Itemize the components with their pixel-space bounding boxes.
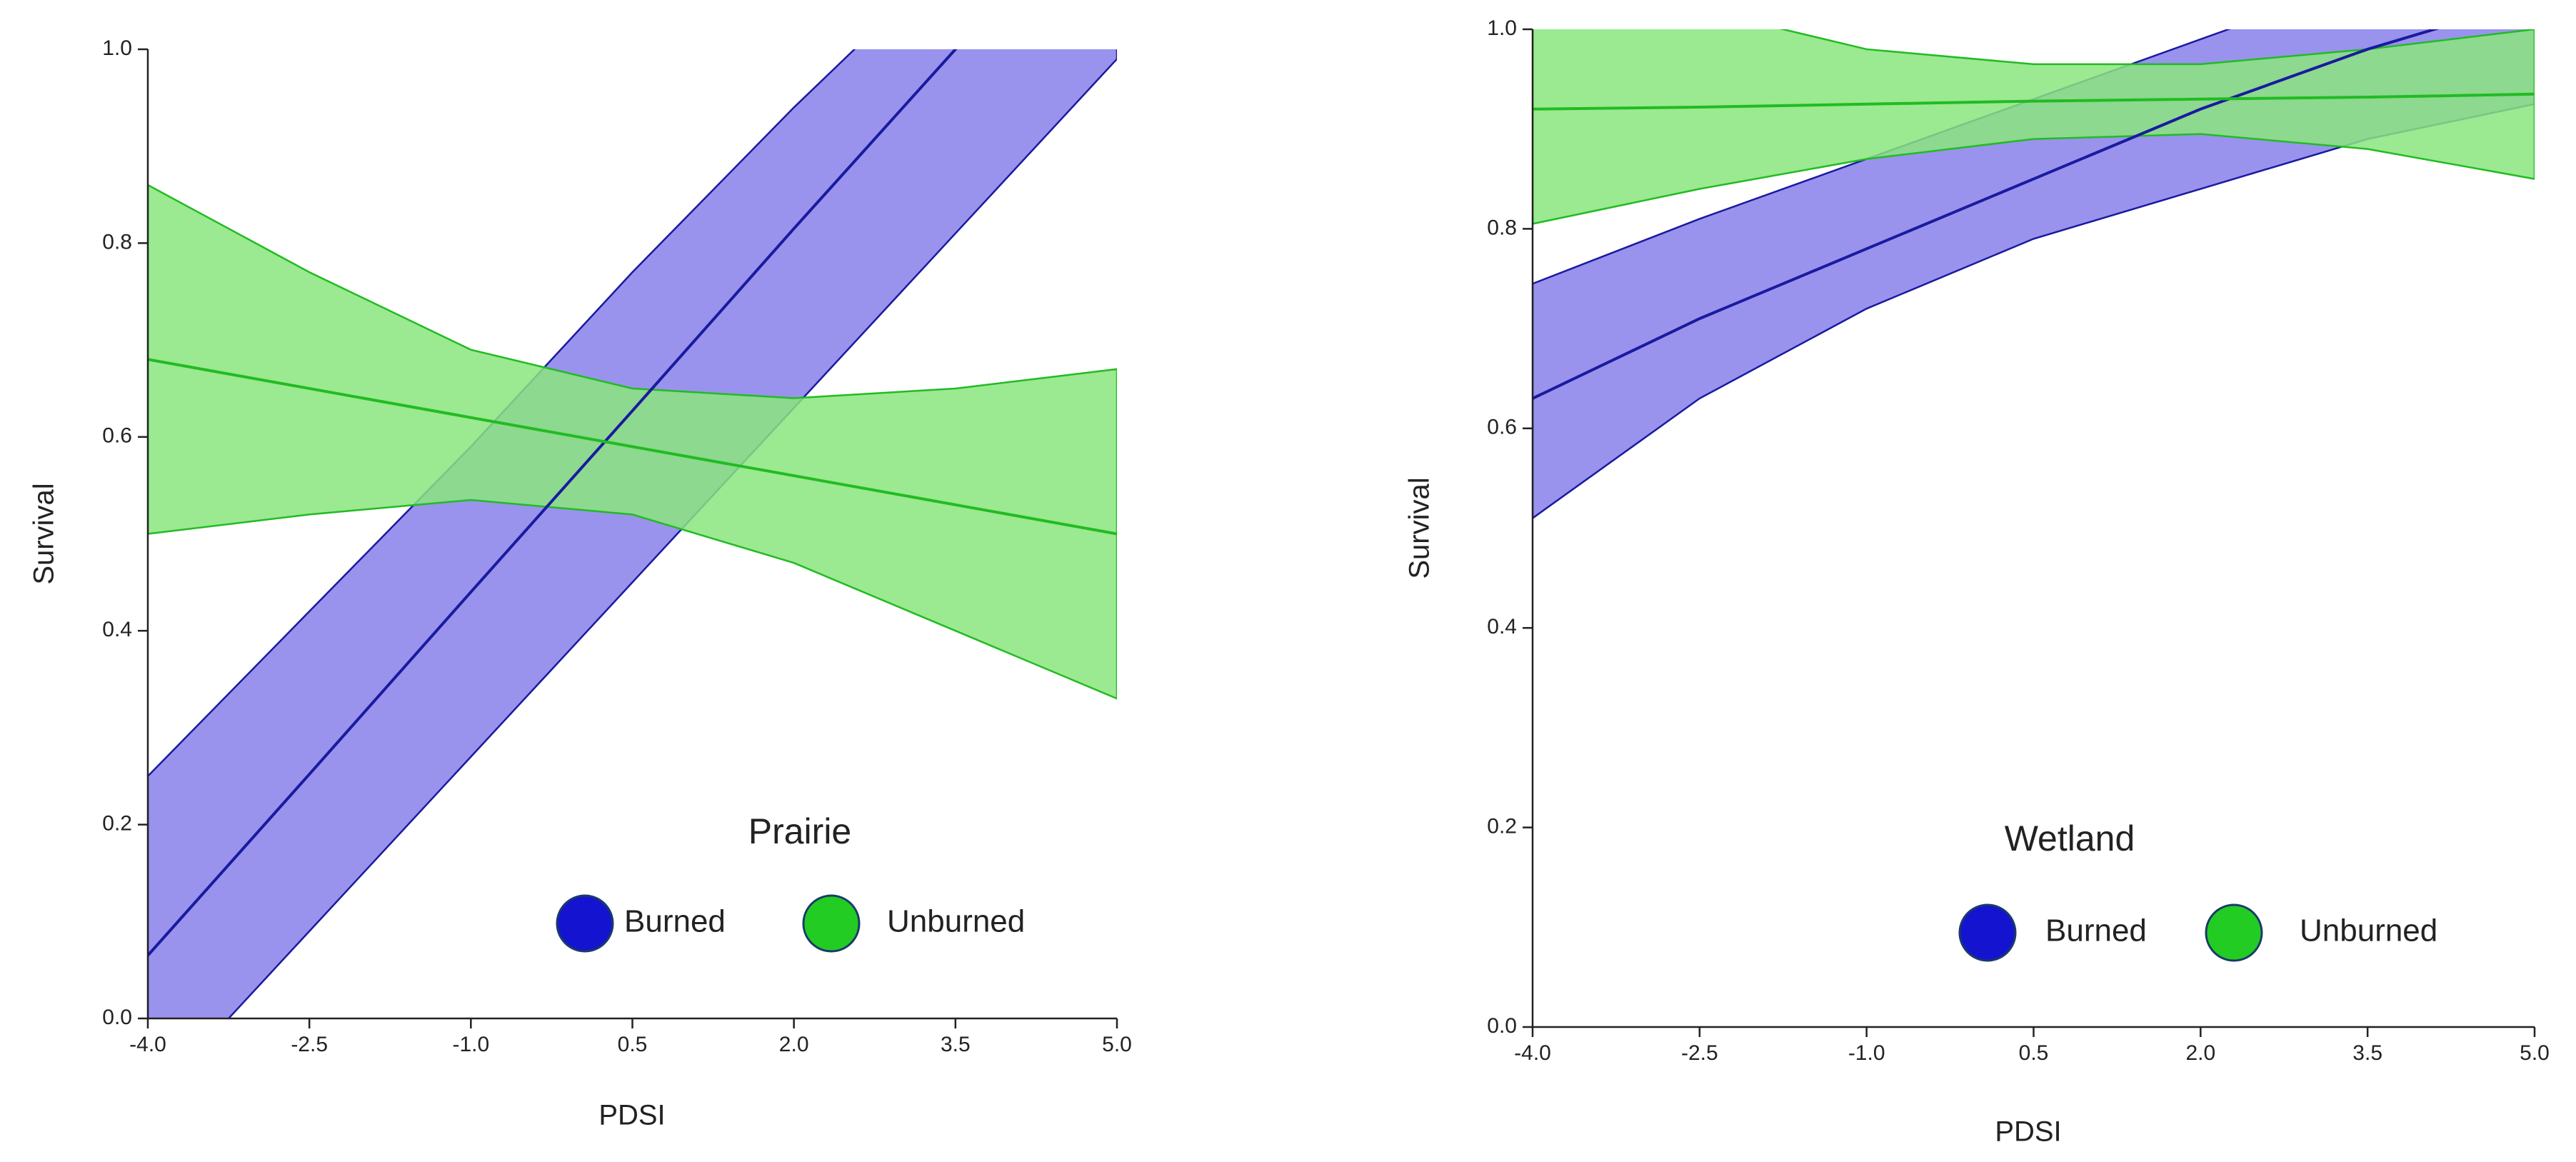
- x-axis-label: PDSI: [1995, 1116, 2061, 1148]
- legend-entry: Burned: [2045, 913, 2147, 948]
- y-tick-label: 0.4: [1487, 615, 1517, 638]
- x-tick-label: -2.5: [1681, 1041, 1718, 1065]
- series-line: [1533, 29, 2440, 400]
- y-tick-label: 0.2: [1487, 815, 1517, 838]
- y-axis-label: Survival: [29, 483, 60, 584]
- legend-entry: Unburned: [2300, 913, 2437, 948]
- legend-marker: [802, 894, 861, 953]
- x-axis-label: PDSI: [598, 1100, 665, 1131]
- y-tick-label: 0.4: [102, 618, 132, 641]
- x-tick-label: -1.0: [1848, 1041, 1885, 1065]
- y-tick-label: 0.0: [1487, 1014, 1517, 1038]
- y-tick-label: 1.0: [1487, 16, 1517, 40]
- x-tick-label: 5.0: [2520, 1041, 2550, 1065]
- y-tick-label: 0.6: [1487, 416, 1517, 439]
- series-line: [148, 49, 958, 957]
- x-tick-label: -1.0: [452, 1033, 489, 1056]
- y-tick-label: 0.8: [1487, 216, 1517, 239]
- x-tick-label: 0.5: [2019, 1041, 2049, 1065]
- x-tick-label: -4.0: [1514, 1041, 1551, 1065]
- legend-marker: [1958, 903, 2017, 962]
- series-line: [1533, 92, 2535, 111]
- plot-area: [1533, 29, 2535, 520]
- x-tick-label: 3.5: [941, 1033, 971, 1056]
- x-tick-label: 2.0: [779, 1033, 809, 1056]
- y-tick-label: 1.0: [102, 36, 132, 60]
- x-tick-label: 3.5: [2352, 1041, 2382, 1065]
- legend-entry: Burned: [624, 904, 726, 939]
- x-tick-label: 2.0: [2185, 1041, 2215, 1065]
- legend-marker: [2205, 903, 2263, 962]
- x-tick-label: 5.0: [1102, 1033, 1132, 1056]
- series-line: [148, 358, 1117, 536]
- confidence-band: [148, 184, 1117, 700]
- y-tick-label: 0.6: [102, 424, 132, 448]
- plot: 0.0 0.2 0.4 0.6 0.8 1.0 -4.0 -2.5 -1.0 0.5 2.0 3.5 5…: [1404, 16, 2550, 1148]
- legend-title: Prairie: [748, 811, 851, 851]
- y-axis-label: Survival: [1404, 477, 1435, 579]
- plot: 0.0 0.2 0.4 0.6 0.8 1.0 -4.0 -2.5 -1.0 0.5 2.0 3.5 5…: [29, 36, 1132, 1131]
- legend-marker: [556, 894, 614, 953]
- y-tick-label: 0.0: [102, 1006, 132, 1029]
- plot-area: [148, 49, 1117, 1018]
- y-tick-label: 0.2: [102, 812, 132, 836]
- y-tick-label: 0.8: [102, 230, 132, 254]
- x-tick-label: -4.0: [129, 1033, 166, 1056]
- x-tick-label: 0.5: [618, 1033, 648, 1056]
- legend-entry: Unburned: [887, 904, 1025, 939]
- legend-title: Wetland: [2005, 818, 2135, 858]
- x-tick-label: -2.5: [291, 1033, 328, 1056]
